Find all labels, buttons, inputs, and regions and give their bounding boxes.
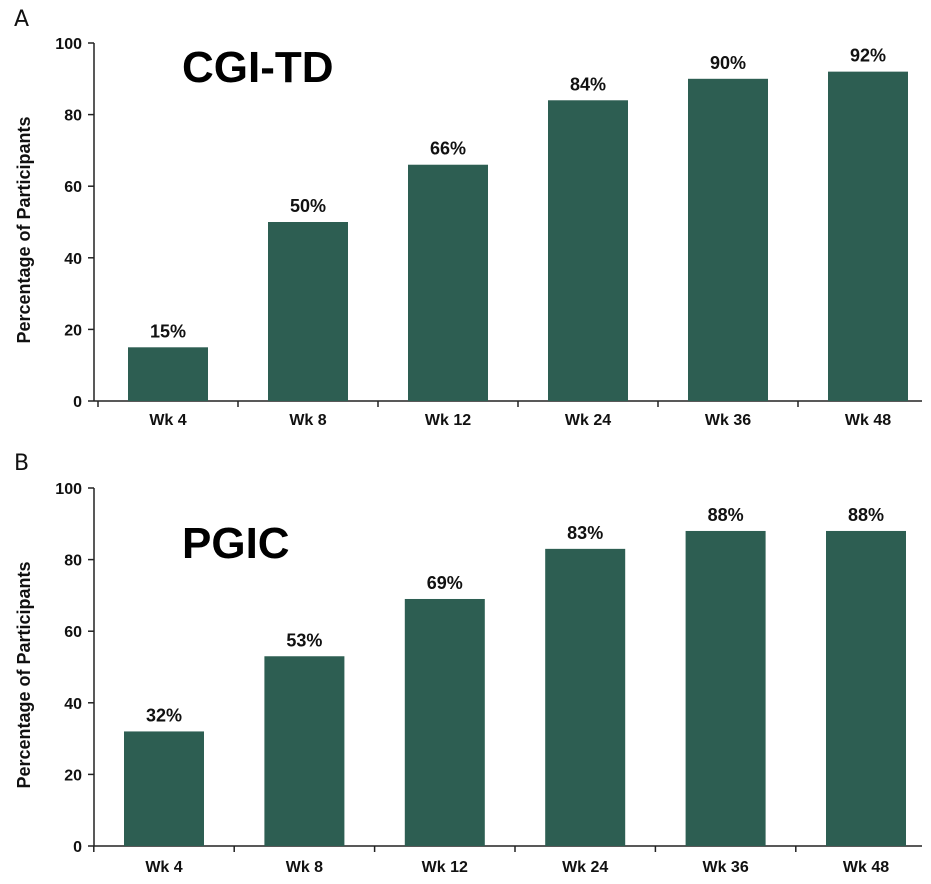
panel-b-x-tick-label: Wk 12 [422, 859, 468, 876]
panel-b-y-axis-label: Percentage of Participants [14, 561, 34, 788]
panel-a-x-tick-label: Wk 4 [149, 412, 186, 429]
panel-b-bar [826, 530, 906, 846]
panel-b-data-label: 69% [427, 573, 463, 593]
panel-b-bar [124, 731, 204, 846]
panel-a-y-tick-label: 80 [64, 108, 82, 125]
panel-b-y-tick-label: 0 [73, 839, 82, 856]
panel-b-y-tick-label: 40 [64, 696, 82, 713]
panel-a-data-label: 84% [570, 74, 606, 94]
panel-a-y-tick-label: 100 [55, 36, 82, 53]
panel-a-bar [828, 71, 908, 401]
panel-a-x-tick-label: Wk 12 [425, 412, 471, 429]
panel-b-bar [404, 598, 485, 846]
panel-a-chart: A CGI-TD Percentage of Participants 0 20 4… [14, 7, 922, 429]
panel-a-bar [688, 78, 768, 402]
panel-a-x-tick-label: Wk 24 [565, 412, 611, 429]
panel-b-data-label: 53% [286, 630, 322, 650]
panel-a-bar [128, 347, 208, 401]
panel-b-x-tick-label: Wk 4 [145, 859, 182, 876]
panel-b-data-label: 88% [848, 505, 884, 525]
panel-a-letter: A [14, 7, 29, 32]
panel-a-y-tick-label: 40 [64, 251, 82, 268]
panel-b-data-label: 32% [146, 705, 182, 725]
panel-b-x-tick-label: Wk 48 [843, 859, 889, 876]
panel-a-data-label: 92% [850, 46, 886, 66]
panel-b-data-label: 83% [567, 523, 603, 543]
panel-b-y-tick-label: 20 [64, 767, 82, 784]
panel-b-y-tick-label: 80 [64, 553, 82, 570]
panel-a-x-tick-label: Wk 36 [705, 412, 751, 429]
panel-a-title: CGI-TD [182, 43, 334, 92]
panel-a-data-label: 50% [290, 196, 326, 216]
panel-a-y-tick-label: 60 [64, 179, 82, 196]
panel-b-letter: B [14, 451, 29, 476]
panel-a-bar [268, 222, 348, 401]
panel-b-y-tick-label: 60 [64, 624, 82, 641]
panel-b-title: PGIC [182, 519, 290, 568]
panel-a-data-label: 90% [710, 53, 746, 73]
panel-a-bar [408, 164, 488, 401]
panel-b-bar [264, 656, 345, 846]
panel-a-x-tick-label: Wk 8 [289, 412, 326, 429]
panel-a-y-tick-label: 0 [73, 394, 82, 411]
panel-b-x-tick-label: Wk 8 [286, 859, 323, 876]
panel-a-data-label: 66% [430, 139, 466, 159]
panel-a-y-axis-label: Percentage of Participants [14, 116, 34, 343]
panel-b-data-label: 88% [708, 505, 744, 525]
panel-b-chart: B PGIC Percentage of Participants 0 20 40 6… [14, 451, 922, 876]
panel-a-bar [548, 100, 628, 401]
panel-b-bar [545, 548, 626, 846]
panel-b-y-tick-label: 100 [55, 481, 82, 498]
panel-a-data-label: 15% [150, 321, 186, 341]
panel-a-y-tick-label: 20 [64, 322, 82, 339]
panel-b-x-tick-label: Wk 36 [702, 859, 748, 876]
panel-a-x-tick-label: Wk 48 [845, 412, 891, 429]
panel-b-bar [685, 530, 766, 846]
panel-b-x-tick-label: Wk 24 [562, 859, 608, 876]
